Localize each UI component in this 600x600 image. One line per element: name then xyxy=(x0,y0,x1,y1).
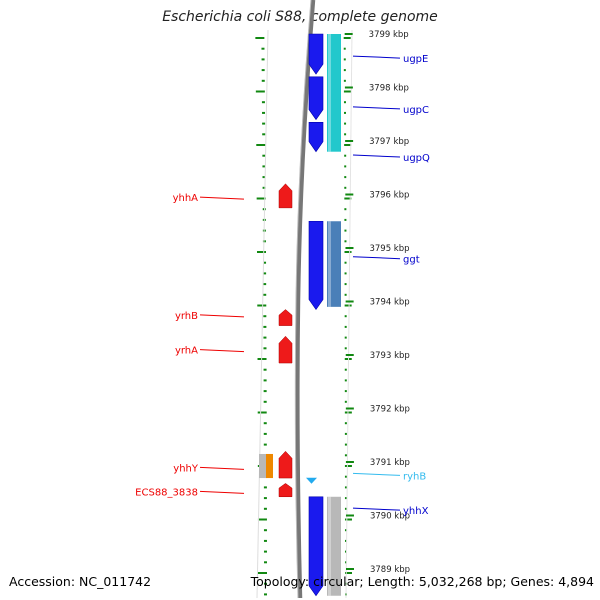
outer-ring-line xyxy=(256,29,269,599)
forward-cds-block xyxy=(278,309,293,326)
scale-label: 3791 kbp xyxy=(370,458,410,468)
ncrna-marker xyxy=(306,477,317,484)
gene-label-leader xyxy=(352,507,401,511)
gene-label-leader xyxy=(352,55,401,59)
cog-shine xyxy=(328,34,331,152)
gene-label-leader xyxy=(352,106,401,110)
gene-label-leader xyxy=(352,256,401,260)
gene-label-leader xyxy=(352,154,401,158)
reverse-cds-block xyxy=(308,33,324,75)
reverse-cds-block xyxy=(308,220,324,311)
forward-cds-block xyxy=(278,483,293,498)
gene-label-forward: ECS88_3838 xyxy=(135,487,198,498)
scale-label: 3793 kbp xyxy=(370,351,410,361)
gene-label-leader xyxy=(199,196,245,200)
forward-cog-block xyxy=(259,453,267,479)
reverse-cog-block xyxy=(327,34,341,152)
forward-cds-block xyxy=(278,335,293,364)
gene-label-reverse: ugpE xyxy=(403,54,428,65)
gene-labels: 3799 kbp 3798 kbp 3797 kbp 3796 kbp 3795 kbp… xyxy=(135,30,430,575)
gene-label-leader xyxy=(199,314,245,318)
scale-label: 3797 kbp xyxy=(369,137,409,147)
reverse-cds-block xyxy=(308,121,324,153)
gene-label-forward: yrhA xyxy=(175,346,198,357)
scale-label: 3798 kbp xyxy=(369,84,409,94)
backbone-highlight xyxy=(294,0,312,599)
gene-label-reverse: ryhB xyxy=(403,471,426,482)
reverse-cds-block xyxy=(308,76,324,121)
forward-cog-accent xyxy=(266,453,273,479)
gene-label-reverse: yhhX xyxy=(403,506,429,517)
gene-label-forward: yhhY xyxy=(173,463,199,474)
genome-title: Escherichia coli S88, complete genome xyxy=(162,9,438,25)
gene-features xyxy=(259,33,341,597)
gene-label-leader xyxy=(199,349,245,353)
gene-label-reverse: ugpQ xyxy=(403,153,430,164)
accession-text: Accession: NC_011742 xyxy=(9,574,152,589)
tick-marks xyxy=(255,37,352,596)
gene-label-forward: yrhB xyxy=(175,311,198,322)
scale-label: 3789 kbp xyxy=(370,565,410,575)
cog-shine xyxy=(328,496,331,596)
scale-label: 3799 kbp xyxy=(369,30,409,40)
forward-cds-block xyxy=(278,183,293,209)
gene-label-reverse: ggt xyxy=(403,255,420,266)
gene-label-leader xyxy=(199,490,245,494)
reverse-cds-block xyxy=(308,496,324,597)
scale-label: 3790 kbp xyxy=(370,512,410,522)
reverse-cog-block xyxy=(327,496,341,596)
cog-shine xyxy=(328,221,331,307)
scale-label: 3795 kbp xyxy=(369,244,409,254)
scale-label: 3796 kbp xyxy=(369,191,409,201)
gene-label-reverse: ugpC xyxy=(403,105,429,116)
scale-label: 3794 kbp xyxy=(370,298,410,308)
gene-label-leader xyxy=(352,472,401,476)
inner-ring-line xyxy=(345,29,353,599)
scale-label: 3792 kbp xyxy=(370,405,410,415)
gene-label-forward: yhhA xyxy=(173,193,199,204)
reverse-cog-block xyxy=(327,221,341,307)
topology-text: Topology: circular; Length: 5,032,268 bp… xyxy=(250,574,594,589)
backbone-arc xyxy=(295,0,316,599)
gene-label-leader xyxy=(199,466,245,470)
forward-cds-block xyxy=(278,450,293,479)
